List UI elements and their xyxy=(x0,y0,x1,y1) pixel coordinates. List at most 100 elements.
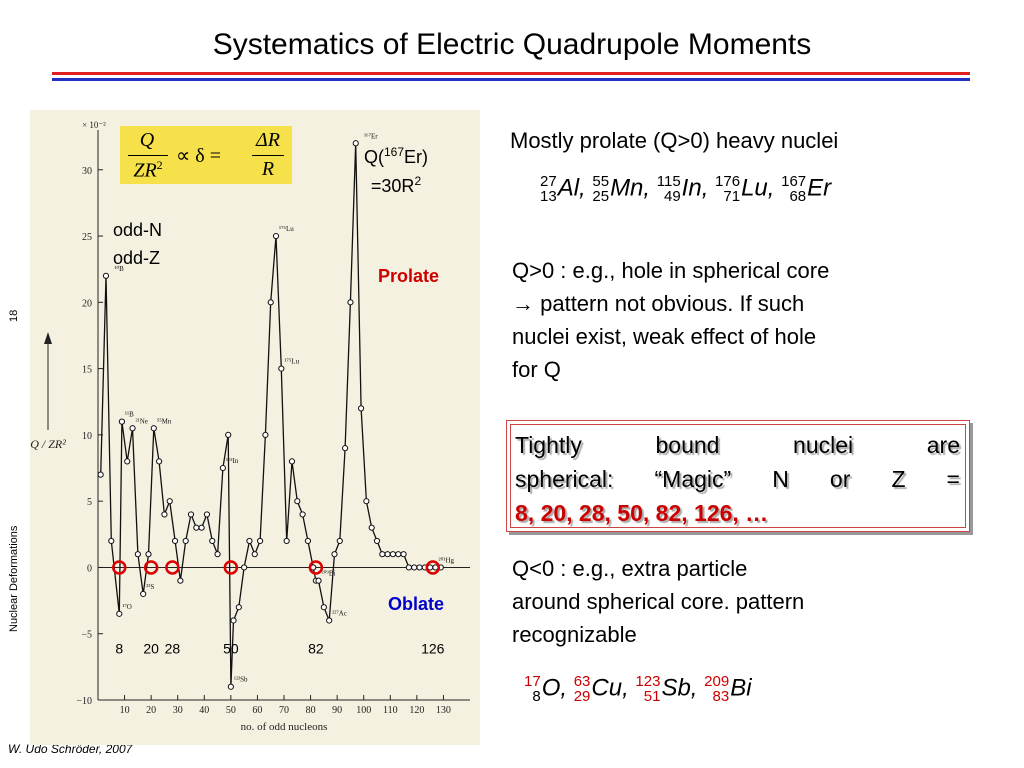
prolate-label: Prolate xyxy=(378,266,440,286)
point-label: ²⁰¹Hg xyxy=(438,556,454,564)
point-label: ¹¹B xyxy=(125,411,134,419)
point-label: ¹²³Sb xyxy=(234,676,248,684)
data-point xyxy=(241,564,248,571)
x-tick-label: 70 xyxy=(279,705,289,716)
x-tick-label: 60 xyxy=(252,705,262,716)
magic-numbers-box xyxy=(506,420,970,532)
data-point xyxy=(363,498,370,505)
point-label: ¹⁰B xyxy=(114,265,124,273)
data-point xyxy=(166,498,173,505)
magic-number-label: 50 xyxy=(223,640,239,656)
magic-number-label: 126 xyxy=(421,640,445,656)
x-axis-label: no. of odd nucleons xyxy=(241,721,328,733)
bullet-q-positive-line3: nuclei exist, weak effect of hole xyxy=(512,324,817,349)
x-tick-label: 100 xyxy=(356,705,371,716)
y-tick-label: 30 xyxy=(82,166,92,177)
x-tick-label: 20 xyxy=(146,705,156,716)
x-tick-label: 30 xyxy=(173,705,183,716)
formula-proportional: ∝ δ = xyxy=(176,145,221,167)
magic-circle xyxy=(112,560,127,575)
data-point xyxy=(384,551,391,558)
data-point xyxy=(368,524,375,531)
data-point xyxy=(373,537,381,545)
magic-line1: Tightly bound nuclei are xyxy=(515,432,960,458)
data-point xyxy=(389,551,397,558)
data-point xyxy=(299,511,306,518)
point-label: ³³S xyxy=(146,583,154,591)
formula-frac-line xyxy=(128,155,168,156)
y-tick-label: 20 xyxy=(82,298,92,309)
data-point xyxy=(182,537,189,545)
nuclide-bi: 209 83 Bi xyxy=(704,673,752,705)
data-point xyxy=(161,511,168,518)
data-point xyxy=(256,537,264,545)
er167-note: Q(167Er) =30R2 xyxy=(364,145,429,196)
y-arrow-head xyxy=(44,332,52,344)
data-point xyxy=(145,551,152,558)
data-point xyxy=(198,524,205,531)
data-point xyxy=(177,577,184,584)
data-point xyxy=(156,458,163,465)
x-tick-label: 110 xyxy=(383,705,398,716)
formula-r: R xyxy=(261,158,275,180)
data-point xyxy=(219,464,226,472)
data-point xyxy=(235,604,242,611)
data-point xyxy=(225,431,232,438)
data-point xyxy=(331,551,338,558)
x-tick-label: 130 xyxy=(436,705,451,716)
data-point xyxy=(400,551,407,558)
nuclide-al: 27 13 Al, xyxy=(540,173,586,205)
bullet-q-negative-line2: around spherical core. pattern xyxy=(512,589,805,614)
data-point xyxy=(214,551,221,558)
section-label: Nuclear Deformations xyxy=(8,525,20,632)
data-point xyxy=(246,537,253,545)
y-tick-label: 10 xyxy=(82,431,92,442)
data-point xyxy=(294,498,301,505)
point-label: ¹⁷O xyxy=(122,603,132,611)
formula-q: Q xyxy=(139,129,155,151)
y-tick-label: 0 xyxy=(87,563,92,574)
data-point xyxy=(230,617,237,624)
magic-number-label: 28 xyxy=(165,640,181,656)
data-point xyxy=(171,537,179,545)
page-number: 18 xyxy=(8,309,20,322)
nuclide-lu: 176 71 Lu, xyxy=(715,173,775,205)
bullet-q-positive-line4: for Q xyxy=(512,357,561,382)
data-point xyxy=(150,425,157,432)
y-tick-label: 5 xyxy=(87,497,92,508)
bullet-q-positive-line2: → pattern not obvious. If such xyxy=(512,291,805,316)
magic-number-label: 8 xyxy=(115,640,123,656)
y-multiplier: × 10⁻² xyxy=(82,120,106,130)
y-axis-label: Q / ZR² xyxy=(30,437,66,451)
data-point xyxy=(108,537,115,545)
point-label: ²⁰⁹Bi xyxy=(322,570,336,578)
magic-circle xyxy=(165,560,180,575)
data-point xyxy=(272,232,280,240)
prolate-nuclei-list: 27 13 Al, 55 25 Mn, 115 49 In, 176 71 Lu, 167 68 E… xyxy=(540,174,831,204)
data-point xyxy=(357,405,365,412)
data-point xyxy=(411,564,418,571)
data-point xyxy=(326,617,333,624)
data-point xyxy=(283,537,290,545)
data-point xyxy=(304,537,312,545)
data-point xyxy=(97,471,104,478)
x-tick-label: 50 xyxy=(226,705,236,716)
magic-number-label: 82 xyxy=(308,640,324,656)
data-point xyxy=(262,431,269,438)
data-point xyxy=(416,564,423,571)
x-tick-label: 90 xyxy=(332,705,342,716)
y-tick-label: −5 xyxy=(81,630,92,641)
x-tick-label: 10 xyxy=(120,705,130,716)
point-label: ²¹Ne xyxy=(136,417,148,425)
oblate-nuclei-list: 17 8 O, 63 29 Cu, 123 51 Sb, 209 83 Bi xyxy=(524,674,752,704)
data-point xyxy=(118,418,126,425)
data-point xyxy=(288,458,296,465)
magic-number-label: 20 xyxy=(143,640,159,656)
magic-circle xyxy=(308,560,324,575)
data-point xyxy=(278,365,285,372)
formula-dr: ΔR xyxy=(256,129,280,151)
data-point xyxy=(267,299,274,306)
data-point xyxy=(405,564,412,571)
point-label: ¹⁷⁵Lu xyxy=(284,358,299,366)
